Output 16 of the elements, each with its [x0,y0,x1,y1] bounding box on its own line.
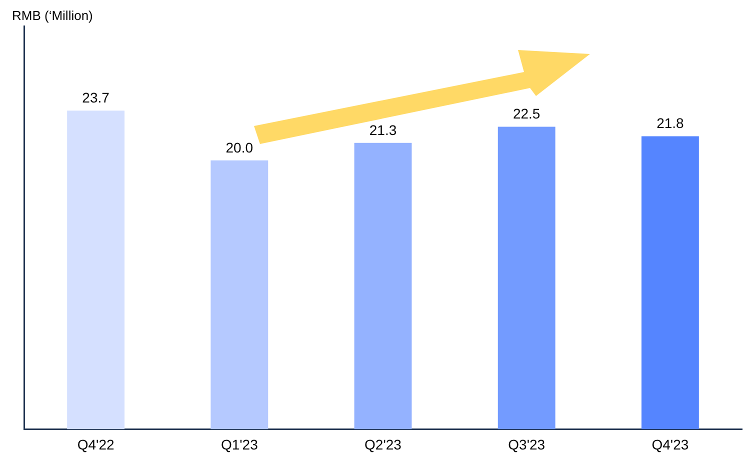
x-tick-label: Q4'22 [77,436,114,452]
data-label: 23.7 [82,90,110,106]
bar [67,110,125,430]
x-tick-label: Q2'23 [364,436,402,452]
text: RMB (‘Million) [12,8,93,24]
data-label: 21.3 [369,122,397,138]
bar [641,136,699,430]
x-tick-label: Q1'23 [220,436,258,452]
bar [210,160,268,430]
data-label: 21.8 [656,115,684,132]
x-tick-label: Q4'23 [652,436,689,452]
bar [354,142,412,430]
x-tick-label: Q3'23 [508,436,546,452]
data-label: 22.5 [512,106,540,122]
bar [498,126,556,430]
data-label: 20.0 [226,139,254,156]
